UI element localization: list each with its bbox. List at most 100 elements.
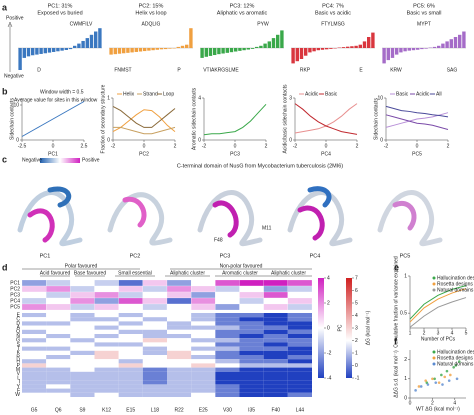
row-label: F (17, 388, 20, 394)
y-axis-label: Fraction of secondary structure (100, 84, 106, 153)
heat-cell (70, 346, 95, 351)
bar (354, 45, 358, 48)
bar (453, 37, 458, 48)
panel-label: a (2, 2, 8, 12)
x-tick-label: 0 (234, 143, 237, 149)
row-label: D (16, 321, 20, 327)
heat-cell (118, 338, 143, 343)
heat-cell (94, 342, 119, 347)
heat-cell (239, 376, 264, 381)
bar (126, 48, 130, 53)
bar (94, 31, 98, 48)
x-tick-label: 2 (265, 143, 268, 149)
y-axis-label: Sidechain contacts (9, 98, 15, 140)
heat-cell (191, 279, 216, 287)
heat-cell (94, 338, 119, 343)
heat-cell (215, 325, 240, 330)
bar (424, 48, 428, 49)
bar (225, 48, 229, 53)
y-tick-label: 1 (404, 376, 407, 382)
x-axis-label: PC3 (230, 151, 240, 157)
y-tick-label: 4 (198, 95, 201, 101)
structure-label: PC3 (220, 253, 231, 259)
bar (432, 46, 437, 48)
heat-cell (215, 291, 240, 299)
bar (445, 41, 449, 48)
bar (68, 48, 73, 50)
tick-label: -1 (355, 375, 360, 381)
y-axis-label: Cumulative fraction of variance explaine… (393, 256, 399, 348)
row-label: I (19, 380, 20, 386)
x-tick-label: 2 (423, 330, 426, 336)
group-label: Small essential (118, 270, 152, 276)
bar (462, 31, 466, 48)
heat-cell (167, 350, 192, 355)
heat-cell (22, 359, 47, 364)
column-label: E25 (199, 407, 208, 413)
pc-colorbar (318, 278, 324, 378)
heat-cell (215, 334, 240, 339)
heat-cell (46, 350, 71, 355)
heat-cell (118, 388, 143, 393)
heat-cell (191, 350, 216, 355)
bar (350, 46, 354, 48)
heat-cell (118, 285, 143, 293)
heat-cell (263, 388, 288, 393)
heat-cell (118, 384, 143, 389)
row-label: A (17, 325, 21, 331)
heat-cell (118, 380, 143, 385)
heat-cell (287, 350, 312, 355)
bar (204, 48, 208, 57)
bar (308, 48, 312, 53)
bar (26, 48, 31, 57)
heat-cell (142, 359, 167, 364)
heat-cell (263, 350, 288, 355)
heat-cell (46, 334, 71, 339)
heat-cell (46, 376, 71, 381)
heat-cell (263, 342, 288, 347)
x-tick-label: 5 (465, 330, 468, 336)
row-label: P (17, 363, 21, 369)
heat-cell (239, 371, 264, 376)
line (385, 112, 449, 128)
heat-cell (118, 342, 143, 347)
column-label: S9 (79, 407, 85, 413)
bar (255, 46, 259, 48)
heat-cell (142, 297, 168, 305)
bar (386, 48, 390, 61)
heat-cell (191, 371, 216, 376)
heat-cell (239, 367, 264, 372)
bar (449, 39, 453, 48)
heat-cell (22, 355, 47, 360)
heat-cell (142, 388, 167, 393)
heat-cell (118, 303, 143, 311)
heat-cell (191, 342, 216, 347)
heat-cell (239, 291, 264, 299)
bar (411, 48, 416, 51)
heat-cell (191, 317, 216, 322)
heat-cell (191, 321, 216, 326)
heat-cell (142, 346, 167, 351)
x-axis-label: PC5 (412, 151, 422, 157)
heat-cell (191, 325, 216, 330)
line (113, 126, 176, 135)
heat-cell (167, 380, 192, 385)
x-tick-label: 0 (325, 143, 328, 149)
row-label: C (16, 317, 20, 323)
annotation: Window width = 0.5 (40, 89, 84, 95)
heat-cell (215, 359, 240, 364)
chart-title: PC2: 15% (139, 3, 164, 9)
bar (35, 48, 39, 55)
heat-cell (239, 350, 264, 355)
heat-cell (46, 325, 71, 330)
heat-cell (287, 334, 312, 339)
legend-label: Hallucination designs (437, 275, 474, 281)
bar (43, 48, 47, 54)
heat-cell (70, 325, 95, 330)
y-axis-label: Aromatic sidechain contacts (191, 87, 197, 150)
heat-cell (239, 334, 264, 339)
heat-cell (287, 291, 313, 299)
heat-cell (70, 329, 95, 334)
heat-cell (191, 303, 216, 311)
group-label: Acid favoured (40, 270, 71, 276)
